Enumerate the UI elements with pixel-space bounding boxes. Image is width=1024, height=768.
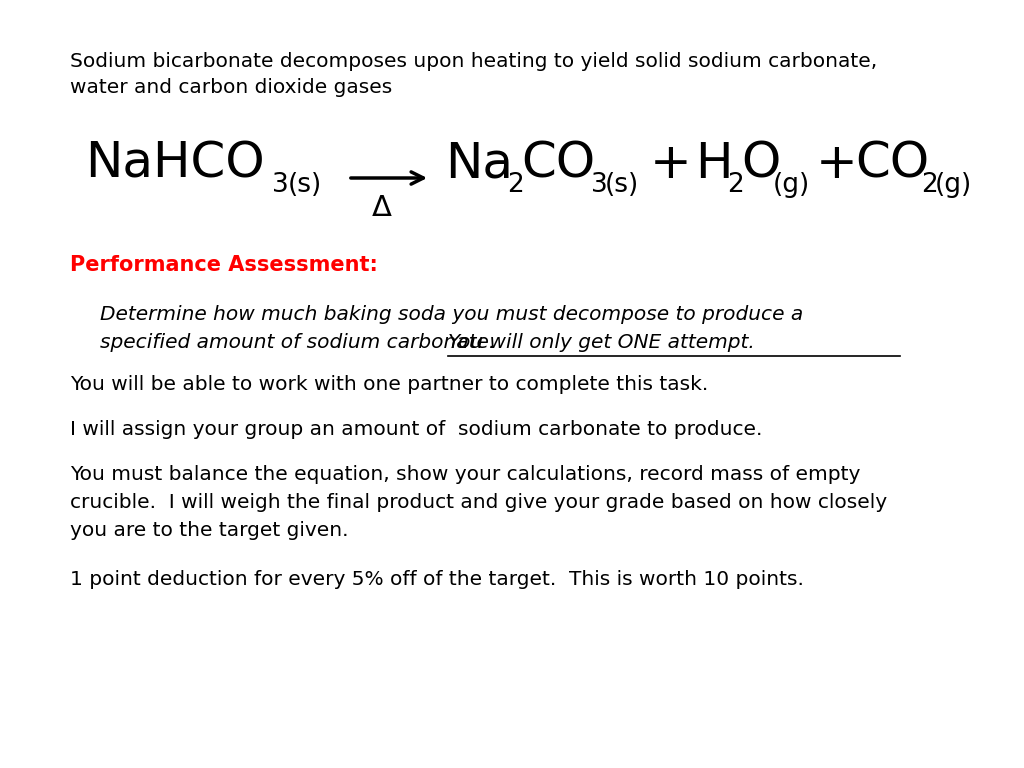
Text: 1 point deduction for every 5% off of the target.  This is worth 10 points.: 1 point deduction for every 5% off of th… bbox=[70, 570, 804, 589]
Text: You will only get ONE attempt.: You will only get ONE attempt. bbox=[449, 333, 755, 352]
Text: +: + bbox=[816, 140, 858, 188]
Text: You will be able to work with one partner to complete this task.: You will be able to work with one partne… bbox=[70, 375, 709, 394]
Text: 3: 3 bbox=[272, 172, 289, 198]
Text: H: H bbox=[695, 140, 732, 188]
Text: you are to the target given.: you are to the target given. bbox=[70, 521, 348, 540]
Text: O: O bbox=[741, 140, 780, 188]
Text: (g): (g) bbox=[773, 172, 810, 198]
Text: crucible.  I will weigh the final product and give your grade based on how close: crucible. I will weigh the final product… bbox=[70, 493, 887, 512]
Text: Δ: Δ bbox=[372, 194, 392, 222]
Text: Na: Na bbox=[445, 140, 513, 188]
Text: CO: CO bbox=[855, 140, 929, 188]
Text: I will assign your group an amount of  sodium carbonate to produce.: I will assign your group an amount of so… bbox=[70, 420, 763, 439]
Text: (g): (g) bbox=[935, 172, 972, 198]
Text: water and carbon dioxide gases: water and carbon dioxide gases bbox=[70, 78, 392, 97]
Text: +: + bbox=[650, 140, 692, 188]
Text: 3: 3 bbox=[591, 172, 608, 198]
Text: Determine how much baking soda you must decompose to produce a: Determine how much baking soda you must … bbox=[100, 305, 803, 324]
Text: (s): (s) bbox=[605, 172, 639, 198]
Text: CO: CO bbox=[521, 140, 595, 188]
Text: 2: 2 bbox=[507, 172, 523, 198]
Text: NaHCO: NaHCO bbox=[85, 140, 264, 188]
Text: specified amount of sodium carbonate.: specified amount of sodium carbonate. bbox=[100, 333, 508, 352]
Text: Sodium bicarbonate decomposes upon heating to yield solid sodium carbonate,: Sodium bicarbonate decomposes upon heati… bbox=[70, 52, 878, 71]
Text: 2: 2 bbox=[921, 172, 938, 198]
Text: 2: 2 bbox=[727, 172, 743, 198]
Text: Performance Assessment:: Performance Assessment: bbox=[70, 255, 378, 275]
Text: (s): (s) bbox=[288, 172, 323, 198]
Text: You must balance the equation, show your calculations, record mass of empty: You must balance the equation, show your… bbox=[70, 465, 860, 484]
